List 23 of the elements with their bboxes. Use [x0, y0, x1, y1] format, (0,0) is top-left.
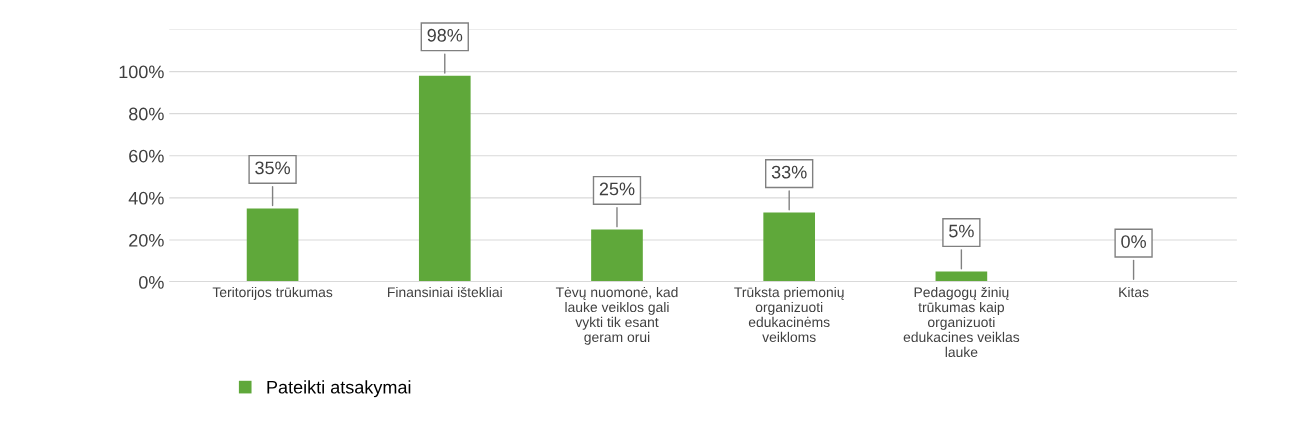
y-tick-label: 80%	[129, 107, 164, 121]
x-tick-label: Pedagogų žinių trūkumas kaip organizuoti edukacines veiklas lauke	[903, 286, 1020, 358]
x-tick-label: Teritorijos trūkumas	[212, 286, 333, 300]
bar	[246, 208, 299, 283]
y-tick-label: 0%	[139, 276, 164, 289]
text: 0%	[1121, 235, 1146, 248]
text: 98%	[427, 28, 463, 42]
x-tick-label: Kitas	[1119, 286, 1149, 298]
text: 5%	[949, 224, 974, 238]
y-tick-label: 20%	[129, 233, 164, 247]
x-tick-label: Trūksta priemonių organizuoti edukacinėms veikloms	[734, 286, 844, 343]
bar	[591, 229, 643, 283]
text: 25%	[599, 182, 635, 196]
legend-label: Pateikti atsakymai	[267, 380, 411, 398]
x-tick-label: Finansiniai ištekliai	[388, 286, 502, 298]
x-tick-label: Tėvų nuomonė, kad lauke veiklos gali vykti tik esant geram orui	[555, 286, 678, 345]
text: 35%	[255, 161, 291, 175]
y-tick-label: 40%	[128, 191, 164, 205]
bar	[418, 75, 471, 283]
text: 33%	[771, 165, 807, 179]
bar	[763, 212, 816, 283]
y-tick-label: 100%	[119, 65, 164, 79]
y-tick-label: 60%	[129, 149, 164, 163]
